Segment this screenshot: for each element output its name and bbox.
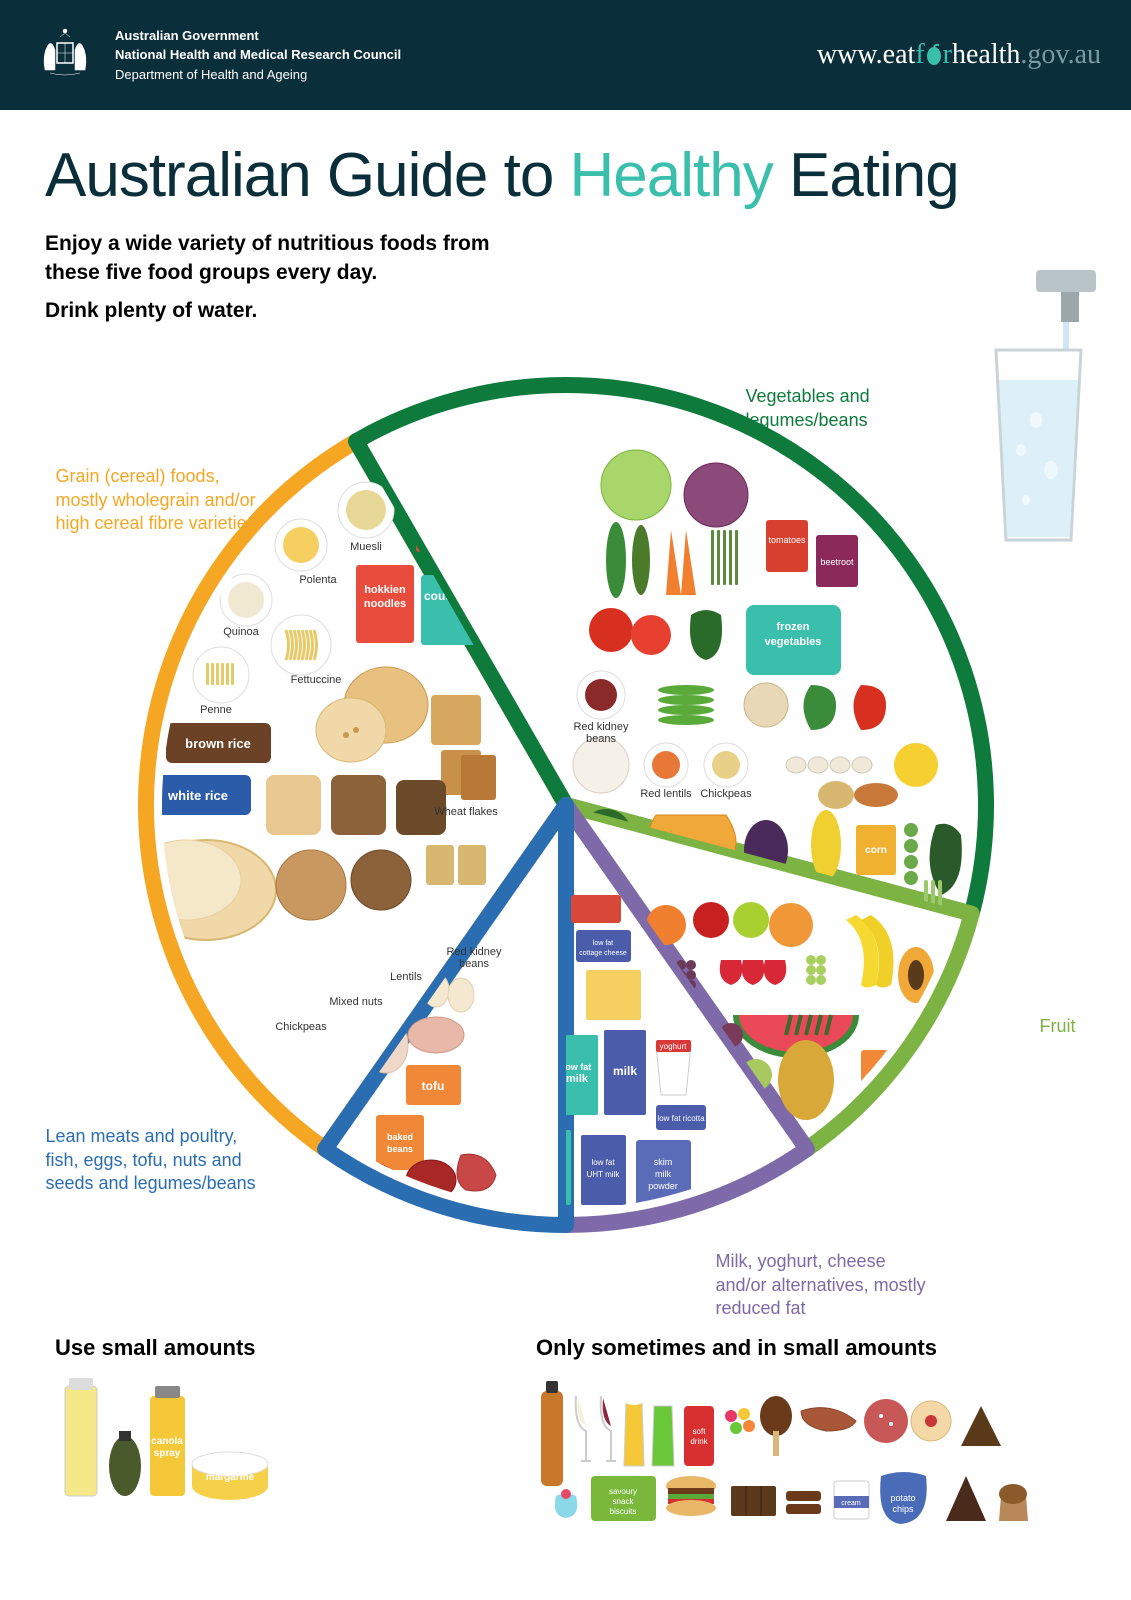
svg-text:Chickpeas: Chickpeas bbox=[275, 1021, 327, 1033]
svg-text:UHT milk: UHT milk bbox=[586, 1170, 620, 1179]
segment-label-fruit: Fruit bbox=[1040, 1015, 1076, 1038]
svg-text:beans: beans bbox=[459, 958, 489, 970]
bottom-left-col: Use small amounts canola spray margarine bbox=[55, 1335, 315, 1526]
svg-text:Polenta: Polenta bbox=[299, 574, 337, 586]
svg-text:tomatoes: tomatoes bbox=[768, 535, 806, 545]
bottom-right-col: Only sometimes and in small amounts soft… bbox=[536, 1335, 1076, 1526]
svg-text:white rice: white rice bbox=[167, 788, 228, 803]
svg-text:beans: beans bbox=[586, 733, 616, 745]
svg-text:noodles: noodles bbox=[363, 598, 405, 610]
small-amounts-items: canola spray margarine bbox=[55, 1376, 315, 1506]
segment-label-milk: Milk, yoghurt, cheese and/or alternative… bbox=[716, 1250, 936, 1320]
gov-line3: Department of Health and Ageing bbox=[115, 65, 401, 85]
svg-text:snack: snack bbox=[613, 1497, 635, 1506]
svg-text:soft: soft bbox=[693, 1427, 707, 1436]
intro-text: Enjoy a wide variety of nutritious foods… bbox=[45, 229, 525, 325]
svg-text:potato: potato bbox=[890, 1493, 915, 1503]
svg-text:low fat ricotta: low fat ricotta bbox=[657, 1114, 705, 1123]
svg-text:brown rice: brown rice bbox=[185, 736, 251, 751]
svg-text:milk: milk bbox=[565, 1073, 588, 1085]
svg-text:Penne: Penne bbox=[200, 704, 232, 716]
food-pie-chart: rolledoatshokkiennoodlescouscousbrown ri… bbox=[66, 335, 1066, 1315]
svg-text:Red lentils: Red lentils bbox=[640, 788, 692, 800]
oils-fats-icons: canola spray margarine bbox=[55, 1376, 315, 1506]
segment-label-meat: Lean meats and poultry, fish, eggs, tofu… bbox=[46, 1125, 266, 1195]
page-title: Australian Guide to Healthy Eating bbox=[45, 140, 1086, 211]
svg-text:Chickpeas: Chickpeas bbox=[700, 788, 752, 800]
svg-text:low fat: low fat bbox=[562, 1062, 591, 1072]
svg-text:milk: milk bbox=[612, 1064, 636, 1078]
coat-of-arms-icon bbox=[30, 25, 100, 85]
government-text: Australian Government National Health an… bbox=[115, 26, 401, 85]
website-url: www.eatfrhealth.gov.au bbox=[817, 39, 1101, 71]
svg-text:Wheat flakes: Wheat flakes bbox=[434, 806, 498, 818]
svg-text:tuna: tuna bbox=[297, 1167, 315, 1177]
segment-label-veg: Vegetables and legumes/beans bbox=[746, 385, 966, 432]
svg-text:Red kidney: Red kidney bbox=[573, 721, 629, 733]
svg-text:baked: baked bbox=[386, 1132, 412, 1142]
svg-text:Quinoa: Quinoa bbox=[223, 626, 259, 638]
svg-text:biscuits: biscuits bbox=[610, 1507, 637, 1516]
svg-text:low fat: low fat bbox=[592, 940, 612, 947]
svg-text:margarine: margarine bbox=[206, 1472, 255, 1483]
svg-text:cream: cream bbox=[841, 1500, 861, 1507]
svg-text:canola: canola bbox=[151, 1436, 183, 1447]
svg-text:low fat: low fat bbox=[591, 1158, 615, 1167]
svg-text:chips: chips bbox=[892, 1504, 914, 1514]
sometimes-title: Only sometimes and in small amounts bbox=[536, 1335, 1076, 1361]
svg-text:Fettuccine: Fettuccine bbox=[290, 674, 341, 686]
svg-text:yoghurt: yoghurt bbox=[659, 1042, 686, 1051]
svg-text:Red kidney: Red kidney bbox=[446, 946, 502, 958]
svg-text:Muesli: Muesli bbox=[350, 541, 382, 553]
main-content: Australian Guide to Healthy Eating Enjoy… bbox=[0, 110, 1131, 1556]
small-amounts-title: Use small amounts bbox=[55, 1335, 315, 1361]
svg-text:milk: milk bbox=[655, 1169, 671, 1179]
svg-text:vegetables: vegetables bbox=[764, 636, 821, 648]
gov-line2: National Health and Medical Research Cou… bbox=[115, 45, 401, 65]
svg-text:beans: beans bbox=[386, 1144, 412, 1154]
sometimes-items: soft drink savoury snack biscuits cream … bbox=[536, 1376, 1076, 1526]
svg-text:savoury: savoury bbox=[609, 1487, 637, 1496]
segment-label-grain: Grain (cereal) foods, mostly wholegrain … bbox=[56, 465, 276, 535]
svg-text:Mixed nuts: Mixed nuts bbox=[329, 996, 383, 1008]
svg-text:skim: skim bbox=[653, 1157, 672, 1167]
header-left: Australian Government National Health an… bbox=[30, 25, 401, 85]
svg-text:frozen: frozen bbox=[776, 621, 809, 633]
svg-text:tofu: tofu bbox=[421, 1079, 444, 1093]
treats-icons: soft drink savoury snack biscuits cream … bbox=[536, 1376, 1076, 1526]
header-bar: Australian Government National Health an… bbox=[0, 0, 1131, 110]
gov-line1: Australian Government bbox=[115, 26, 401, 46]
svg-text:corn: corn bbox=[865, 845, 887, 856]
svg-text:Lentils: Lentils bbox=[390, 971, 422, 983]
svg-text:drink: drink bbox=[690, 1437, 708, 1446]
svg-text:powder: powder bbox=[648, 1181, 678, 1191]
svg-text:beetroot: beetroot bbox=[820, 557, 854, 567]
svg-text:cottage cheese: cottage cheese bbox=[579, 950, 627, 957]
svg-text:spray: spray bbox=[154, 1448, 181, 1459]
svg-text:hokkien: hokkien bbox=[364, 584, 406, 596]
bottom-section: Use small amounts canola spray margarine… bbox=[45, 1335, 1086, 1526]
